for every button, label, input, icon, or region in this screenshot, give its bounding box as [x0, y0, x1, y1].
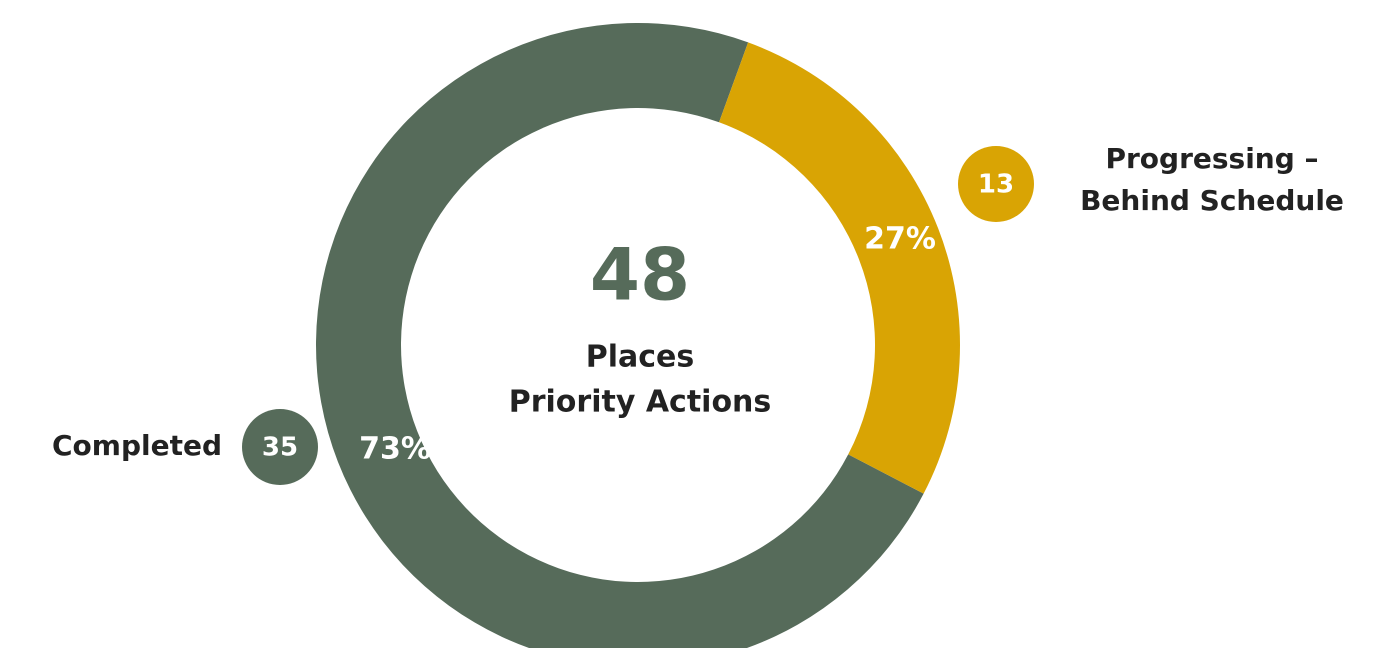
legend-label: Progressing – [1105, 142, 1318, 175]
center-text: Priority Actions [509, 385, 772, 420]
donut-segment [316, 23, 924, 648]
count-badge [958, 146, 1034, 222]
legend-label: Completed [52, 429, 222, 462]
total: 48 [590, 233, 690, 317]
count-label: 13 [978, 170, 1014, 200]
center-text: Places [586, 340, 695, 375]
count-label: 35 [262, 433, 298, 463]
count-badge [242, 409, 318, 485]
share-label: 27% [864, 222, 936, 257]
donut-segment [719, 42, 961, 494]
legend-label: Behind Schedule [1080, 184, 1344, 217]
share-label: 73% [359, 432, 431, 467]
